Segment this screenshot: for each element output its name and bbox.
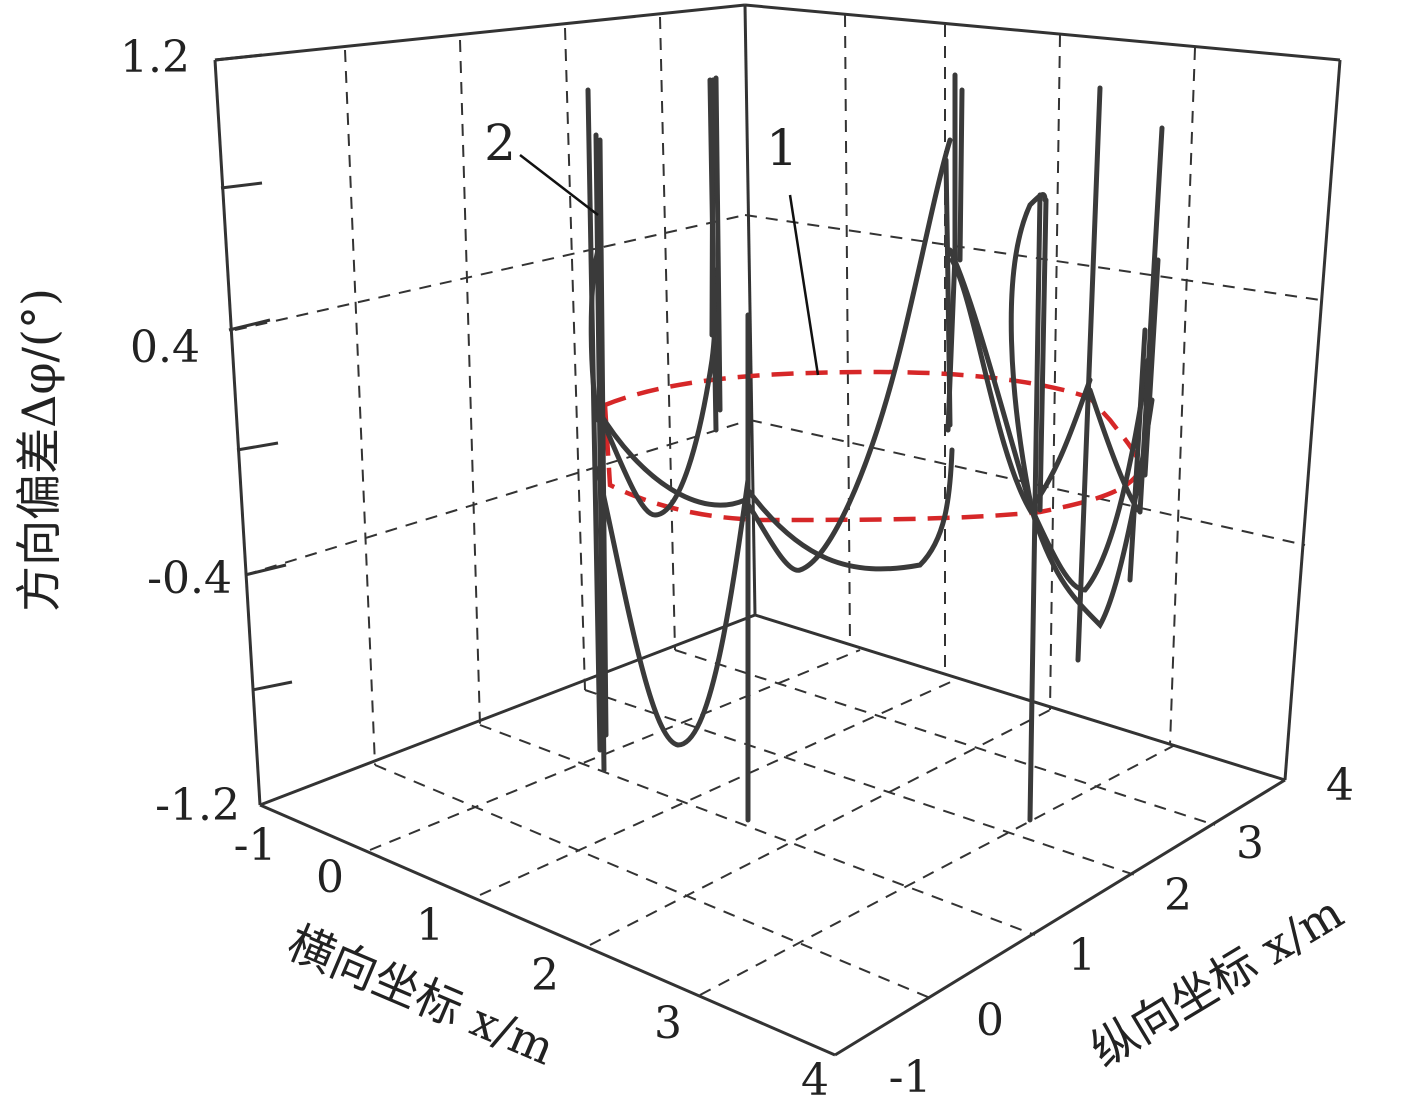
series-2-spike [585,87,603,753]
series-2-spike [1142,257,1161,478]
gridline [584,689,1136,876]
y-tick-label: 3 [1236,818,1264,869]
gridline [234,214,746,331]
x-tick-label: 0 [316,852,344,903]
callout-leader-1 [788,194,820,376]
z-tick-mark [251,680,293,692]
box-edge [259,613,756,807]
gridline [479,724,1036,936]
x-tick-label: -1 [234,820,277,871]
z-tick-label: 0.4 [130,322,200,373]
gridline [1049,34,1061,711]
x-tick-label: 1 [416,900,444,951]
gridline [344,49,376,766]
series-2-curve [595,467,751,748]
series-2-spike [593,132,607,773]
box-edge [754,613,1286,782]
z-axis-label: 方向偏差Δφ/(°) [12,288,66,612]
series-2-spike [1127,327,1148,583]
y-tick-label: 1 [1068,930,1096,981]
x-tick-label: 2 [531,950,559,1001]
series-2-spike [1027,192,1043,823]
series-2-spike [1137,125,1165,515]
series-2-curve [745,447,955,572]
gridline [674,649,1216,826]
callout-leaders [519,154,820,376]
gridline [699,744,1176,996]
callout-label-1: 1 [766,119,798,177]
z-tick-mark [236,441,279,452]
box-edge [834,778,1286,1057]
x-tick-label: 4 [801,1055,829,1106]
series-2-spike [1037,197,1049,513]
series-2-spike [707,77,719,433]
axes-box [213,3,1342,1057]
series-2-curve [595,137,953,573]
gridline [1169,47,1196,746]
z-tick-mark [244,563,287,577]
x-tick-labels: -1 0 1 2 3 4 [234,820,829,1106]
series-layer [585,72,1165,823]
gridline [844,14,851,646]
y-tick-label: -1 [889,1052,932,1103]
z-tick-label: 1.2 [120,32,190,83]
z-tick-label: -1.2 [155,780,240,831]
z-tick-mark [214,53,263,62]
box-edge [744,3,1341,62]
y-tick-label: 4 [1326,760,1354,811]
box-edge [259,803,836,1057]
y-tick-labels: -1 0 1 2 3 4 [889,760,1354,1103]
series-2-spike [597,137,609,738]
box-edge [213,59,262,806]
gridline [564,27,586,691]
y-axis-label: 纵向坐标 x/m [1081,885,1352,1077]
x-tick-label: 3 [654,998,682,1049]
z-tick-mark [228,318,271,332]
series-2-curve [947,247,1155,630]
gridline [369,649,861,851]
gridline [244,419,751,576]
series-2-curve [1027,357,1151,593]
z-tick-labels: 1.2 0.4 -0.4 -1.2 [120,32,240,831]
series-2-spike [945,252,958,433]
y-tick-label: 0 [976,995,1004,1046]
gridlines [234,14,1321,1001]
gridline [744,214,1321,301]
gridline [589,709,1051,946]
callout-leader-2 [519,154,599,216]
gridline [659,16,676,651]
z-tick-mark [220,181,263,190]
y-tick-label: 2 [1164,870,1192,921]
callout-label-2: 2 [484,114,516,172]
gridline [479,679,956,896]
series-2-spike [1075,85,1103,663]
z-tick-marks [214,53,293,692]
box-edge [214,3,746,62]
series-2-spike [713,75,723,413]
box-edge [1283,59,1342,781]
gridline [459,39,481,726]
gridline [374,764,936,1001]
z-tick-label: -0.4 [147,553,232,604]
series-2-spike [957,87,965,263]
series-2-curve [949,257,1093,515]
